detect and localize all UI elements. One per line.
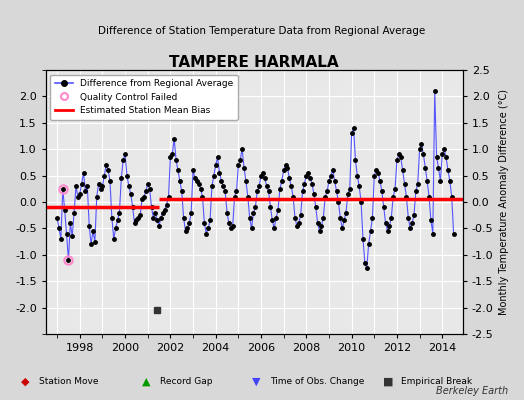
Title: TAMPERE HARMALA: TAMPERE HARMALA xyxy=(169,55,339,70)
Text: Difference of Station Temperature Data from Regional Average: Difference of Station Temperature Data f… xyxy=(99,26,425,36)
Text: ▲: ▲ xyxy=(141,377,150,387)
Text: Empirical Break: Empirical Break xyxy=(401,378,472,386)
Text: ■: ■ xyxy=(383,377,393,387)
Y-axis label: Monthly Temperature Anomaly Difference (°C): Monthly Temperature Anomaly Difference (… xyxy=(499,89,509,315)
Text: ◆: ◆ xyxy=(21,377,29,387)
Legend: Difference from Regional Average, Quality Control Failed, Estimated Station Mean: Difference from Regional Average, Qualit… xyxy=(50,74,238,120)
Text: Time of Obs. Change: Time of Obs. Change xyxy=(270,378,364,386)
Text: Station Move: Station Move xyxy=(39,378,99,386)
Text: Berkeley Earth: Berkeley Earth xyxy=(436,386,508,396)
Text: Record Gap: Record Gap xyxy=(160,378,212,386)
Text: ▼: ▼ xyxy=(252,377,260,387)
